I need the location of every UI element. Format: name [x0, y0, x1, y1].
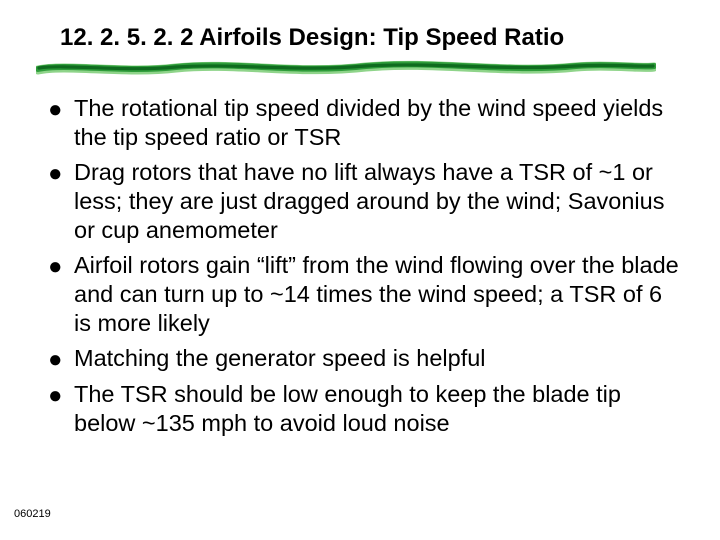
footer-text: 060219	[14, 508, 51, 520]
bullet-dot-icon: ●	[48, 96, 63, 125]
bullet-dot-icon: ●	[48, 160, 63, 189]
bullet-dot-icon: ●	[48, 382, 63, 411]
bullet-dot-icon: ●	[48, 253, 63, 282]
bullet-text: The TSR should be low enough to keep the…	[74, 381, 621, 436]
bullet-text: Airfoil rotors gain “lift” from the wind…	[74, 252, 679, 335]
bullet-text: Matching the generator speed is helpful	[74, 345, 486, 371]
bullet-dot-icon: ●	[48, 346, 63, 375]
list-item: ● The rotational tip speed divided by th…	[48, 94, 680, 151]
list-item: ● Drag rotors that have no lift always h…	[48, 158, 680, 244]
list-item: ● The TSR should be low enough to keep t…	[48, 380, 680, 437]
list-item: ● Airfoil rotors gain “lift” from the wi…	[48, 251, 680, 337]
slide-title: 12. 2. 5. 2. 2 Airfoils Design: Tip Spee…	[60, 24, 680, 52]
brush-underline-icon	[36, 58, 656, 76]
list-item: ● Matching the generator speed is helpfu…	[48, 344, 680, 373]
bullet-list: ● The rotational tip speed divided by th…	[48, 94, 680, 437]
slide: 12. 2. 5. 2. 2 Airfoils Design: Tip Spee…	[0, 0, 720, 540]
bullet-text: Drag rotors that have no lift always hav…	[74, 159, 664, 242]
bullet-text: The rotational tip speed divided by the …	[74, 95, 663, 150]
title-underline	[36, 58, 656, 76]
